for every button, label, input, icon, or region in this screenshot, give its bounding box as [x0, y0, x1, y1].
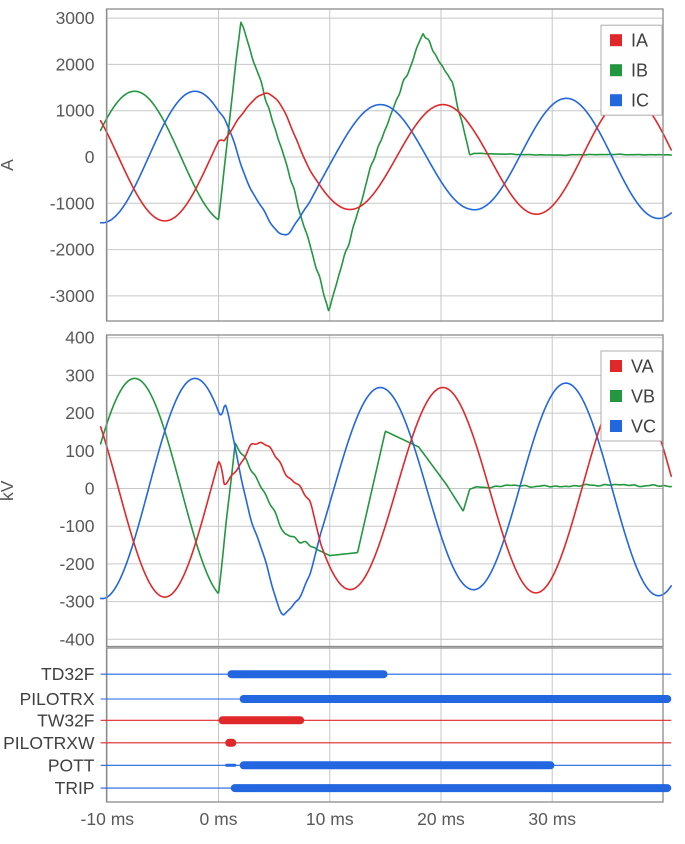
svg-text:-1000: -1000 [50, 193, 95, 213]
svg-text:-100: -100 [59, 516, 94, 536]
svg-text:TW32F: TW32F [37, 710, 94, 730]
svg-text:-3000: -3000 [50, 286, 95, 306]
svg-text:VA: VA [631, 356, 654, 376]
svg-text:10 ms: 10 ms [306, 809, 354, 829]
svg-text:IC: IC [631, 91, 649, 111]
svg-text:-400: -400 [59, 629, 94, 649]
svg-text:300: 300 [65, 365, 94, 385]
svg-text:-200: -200 [59, 554, 94, 574]
svg-text:0: 0 [85, 479, 95, 499]
svg-text:2000: 2000 [56, 54, 95, 74]
svg-text:VC: VC [631, 416, 656, 436]
svg-text:400: 400 [65, 328, 94, 348]
svg-text:POTT: POTT [48, 755, 95, 775]
svg-text:-300: -300 [59, 592, 94, 612]
svg-text:-2000: -2000 [50, 240, 95, 260]
svg-text:TD32F: TD32F [41, 664, 94, 684]
svg-text:VB: VB [631, 386, 655, 406]
svg-text:0: 0 [85, 147, 95, 167]
svg-text:PILOTRX: PILOTRX [20, 689, 95, 709]
svg-text:-10 ms: -10 ms [81, 809, 135, 829]
svg-text:A: A [0, 159, 17, 171]
svg-text:1000: 1000 [56, 101, 95, 121]
svg-text:200: 200 [65, 403, 94, 423]
svg-text:3000: 3000 [56, 8, 95, 28]
svg-text:PILOTRXW: PILOTRXW [3, 733, 95, 753]
svg-text:0 ms: 0 ms [200, 809, 238, 829]
svg-text:IB: IB [631, 61, 648, 81]
svg-text:TRIP: TRIP [55, 778, 95, 798]
svg-text:IA: IA [631, 31, 648, 51]
svg-text:30 ms: 30 ms [528, 809, 576, 829]
svg-text:kV: kV [0, 480, 17, 501]
svg-text:100: 100 [65, 441, 94, 461]
svg-text:20 ms: 20 ms [417, 809, 465, 829]
